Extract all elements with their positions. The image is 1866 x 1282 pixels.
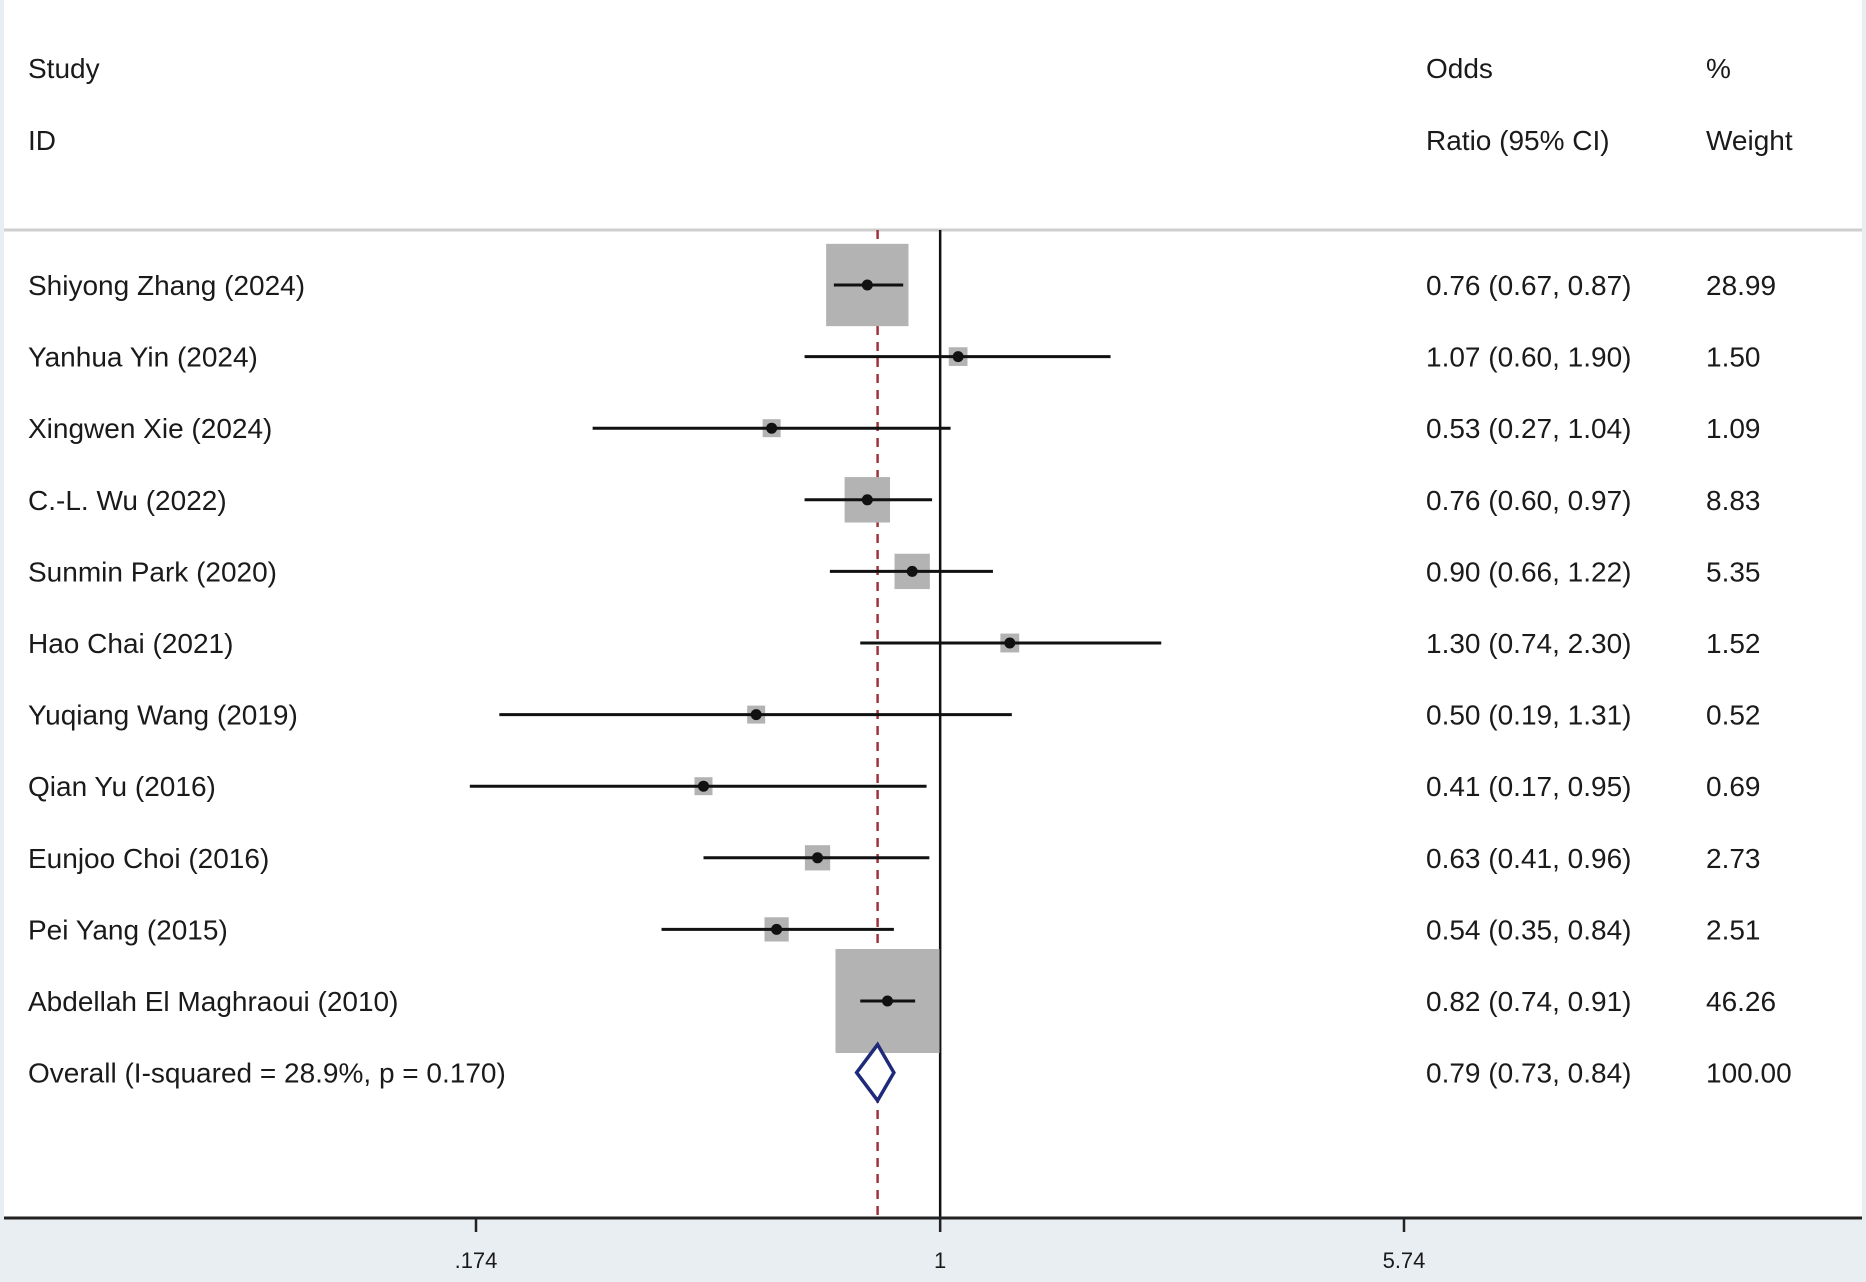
point-estimate	[812, 852, 824, 864]
odds-ratio-ci: 0.53 (0.27, 1.04)	[1426, 413, 1631, 444]
odds-ratio-ci: 0.82 (0.74, 0.91)	[1426, 986, 1631, 1017]
study-weight: 1.09	[1706, 413, 1761, 444]
point-estimate	[881, 995, 893, 1007]
study-weight: 2.51	[1706, 914, 1761, 945]
point-estimate	[1004, 637, 1016, 649]
study-label: C.-L. Wu (2022)	[28, 485, 227, 516]
x-tick-label: 1	[934, 1248, 946, 1273]
odds-ratio-ci: 1.07 (0.60, 1.90)	[1426, 342, 1631, 373]
odds-ratio-ci: 0.76 (0.67, 0.87)	[1426, 270, 1631, 301]
odds-ratio-ci: 1.30 (0.74, 2.30)	[1426, 628, 1631, 659]
header-study: Study	[28, 53, 100, 84]
study-label: Abdellah El Maghraoui (2010)	[28, 986, 398, 1017]
point-estimate	[861, 279, 873, 291]
overall-label: Overall (I-squared = 28.9%, p = 0.170)	[28, 1058, 506, 1089]
overall-diamond	[854, 1041, 896, 1104]
overall-odds-ratio-ci: 0.79 (0.73, 0.84)	[1426, 1058, 1631, 1089]
point-estimate	[861, 494, 873, 506]
study-weight: 1.52	[1706, 628, 1761, 659]
point-estimate	[698, 780, 710, 792]
study-weight: 8.83	[1706, 485, 1761, 516]
header-weight: Weight	[1706, 125, 1793, 156]
point-estimate	[750, 709, 762, 721]
study-weight: 5.35	[1706, 556, 1761, 587]
point-estimate	[952, 351, 964, 363]
study-weight: 1.50	[1706, 342, 1761, 373]
odds-ratio-ci: 0.63 (0.41, 0.96)	[1426, 843, 1631, 874]
odds-ratio-ci: 0.50 (0.19, 1.31)	[1426, 700, 1631, 731]
study-weight: 28.99	[1706, 270, 1776, 301]
odds-ratio-ci: 0.90 (0.66, 1.22)	[1426, 556, 1631, 587]
header-ratio-ci: Ratio (95% CI)	[1426, 125, 1610, 156]
study-label: Yuqiang Wang (2019)	[28, 700, 298, 731]
x-tick-label: 5.74	[1383, 1248, 1426, 1273]
odds-ratio-ci: 0.54 (0.35, 0.84)	[1426, 914, 1631, 945]
study-label: Eunjoo Choi (2016)	[28, 843, 269, 874]
x-tick-label: .174	[455, 1248, 498, 1273]
study-label: Shiyong Zhang (2024)	[28, 270, 305, 301]
study-weight: 46.26	[1706, 986, 1776, 1017]
odds-ratio-ci: 0.41 (0.17, 0.95)	[1426, 771, 1631, 802]
point-estimate	[766, 422, 778, 434]
point-estimate	[771, 923, 783, 935]
study-label: Xingwen Xie (2024)	[28, 413, 272, 444]
forest-marks	[469, 230, 1162, 1218]
study-rows: Shiyong Zhang (2024) 0.76 (0.67, 0.87) 28.…	[28, 270, 1792, 1089]
study-weight: 0.52	[1706, 700, 1761, 731]
study-label: Sunmin Park (2020)	[28, 556, 277, 587]
study-weight: 0.69	[1706, 771, 1761, 802]
header-id: ID	[28, 125, 56, 156]
study-label: Hao Chai (2021)	[28, 628, 233, 659]
study-label: Yanhua Yin (2024)	[28, 342, 258, 373]
point-estimate	[906, 565, 918, 577]
x-axis: .174 1 5.74	[4, 1216, 1862, 1273]
header-odds: Odds	[1426, 53, 1493, 84]
header-percent: %	[1706, 53, 1731, 84]
odds-ratio-ci: 0.76 (0.60, 0.97)	[1426, 485, 1631, 516]
overall-weight: 100.00	[1706, 1058, 1792, 1089]
study-label: Pei Yang (2015)	[28, 914, 228, 945]
study-label: Qian Yu (2016)	[28, 771, 216, 802]
study-weight: 2.73	[1706, 843, 1761, 874]
